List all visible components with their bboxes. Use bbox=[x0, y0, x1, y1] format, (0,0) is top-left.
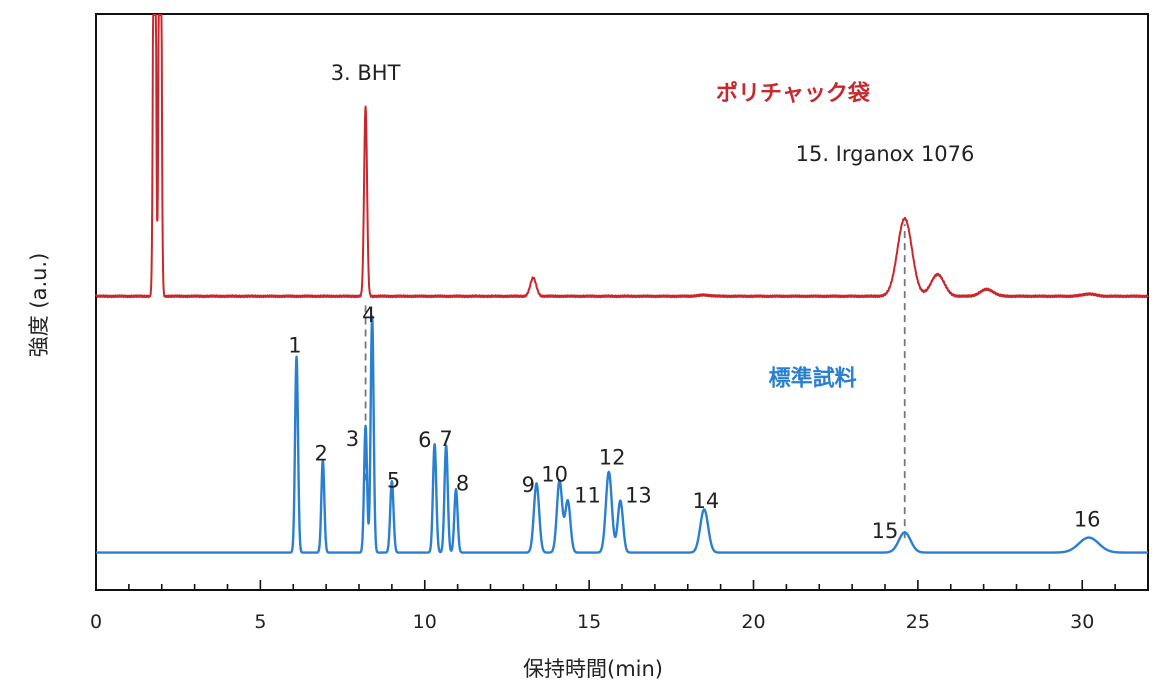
x-axis: 0 5 10 15 20 25 30 bbox=[90, 580, 1149, 633]
series-label: 標準試料 bbox=[769, 366, 857, 392]
peak-label: 6 bbox=[418, 428, 431, 452]
peak-label: 10 bbox=[541, 463, 568, 487]
series-line-2 bbox=[95, 315, 1149, 554]
series-label: ポリチャック袋 bbox=[716, 80, 871, 106]
x-axis-title: 保持時間(min) bbox=[523, 657, 663, 681]
peak-label: 11 bbox=[574, 483, 601, 507]
x-tick-label: 5 bbox=[254, 611, 266, 633]
peak-label: 8 bbox=[456, 471, 469, 495]
series-traces bbox=[95, 14, 1149, 554]
peak-label: 12 bbox=[599, 445, 626, 469]
y-axis-title: 強度 (a.u.) bbox=[27, 253, 51, 358]
x-tick-label: 15 bbox=[577, 611, 601, 633]
peak-label: 1 bbox=[288, 334, 301, 358]
x-tick-label: 0 bbox=[90, 611, 102, 633]
peak-label: 9 bbox=[522, 473, 535, 497]
peak-label: 5 bbox=[387, 468, 400, 492]
series-line-1 bbox=[95, 14, 1149, 299]
x-tick-label: 30 bbox=[1070, 611, 1094, 633]
x-tick-label: 10 bbox=[413, 611, 437, 633]
peak-label: 4 bbox=[362, 303, 375, 327]
peak-label: 13 bbox=[625, 483, 652, 507]
x-tick-label: 25 bbox=[906, 611, 930, 633]
peak-label: 3. BHT bbox=[331, 61, 401, 85]
peak-label: 14 bbox=[692, 489, 719, 513]
x-tick-label: 20 bbox=[741, 611, 765, 633]
peak-label: 15. Irganox 1076 bbox=[796, 142, 975, 166]
peak-label: 2 bbox=[315, 441, 328, 465]
peak-label: 7 bbox=[439, 427, 452, 451]
peak-label: 16 bbox=[1074, 508, 1101, 532]
peak-label: 15 bbox=[872, 519, 899, 543]
peak-label: 3 bbox=[346, 427, 359, 451]
